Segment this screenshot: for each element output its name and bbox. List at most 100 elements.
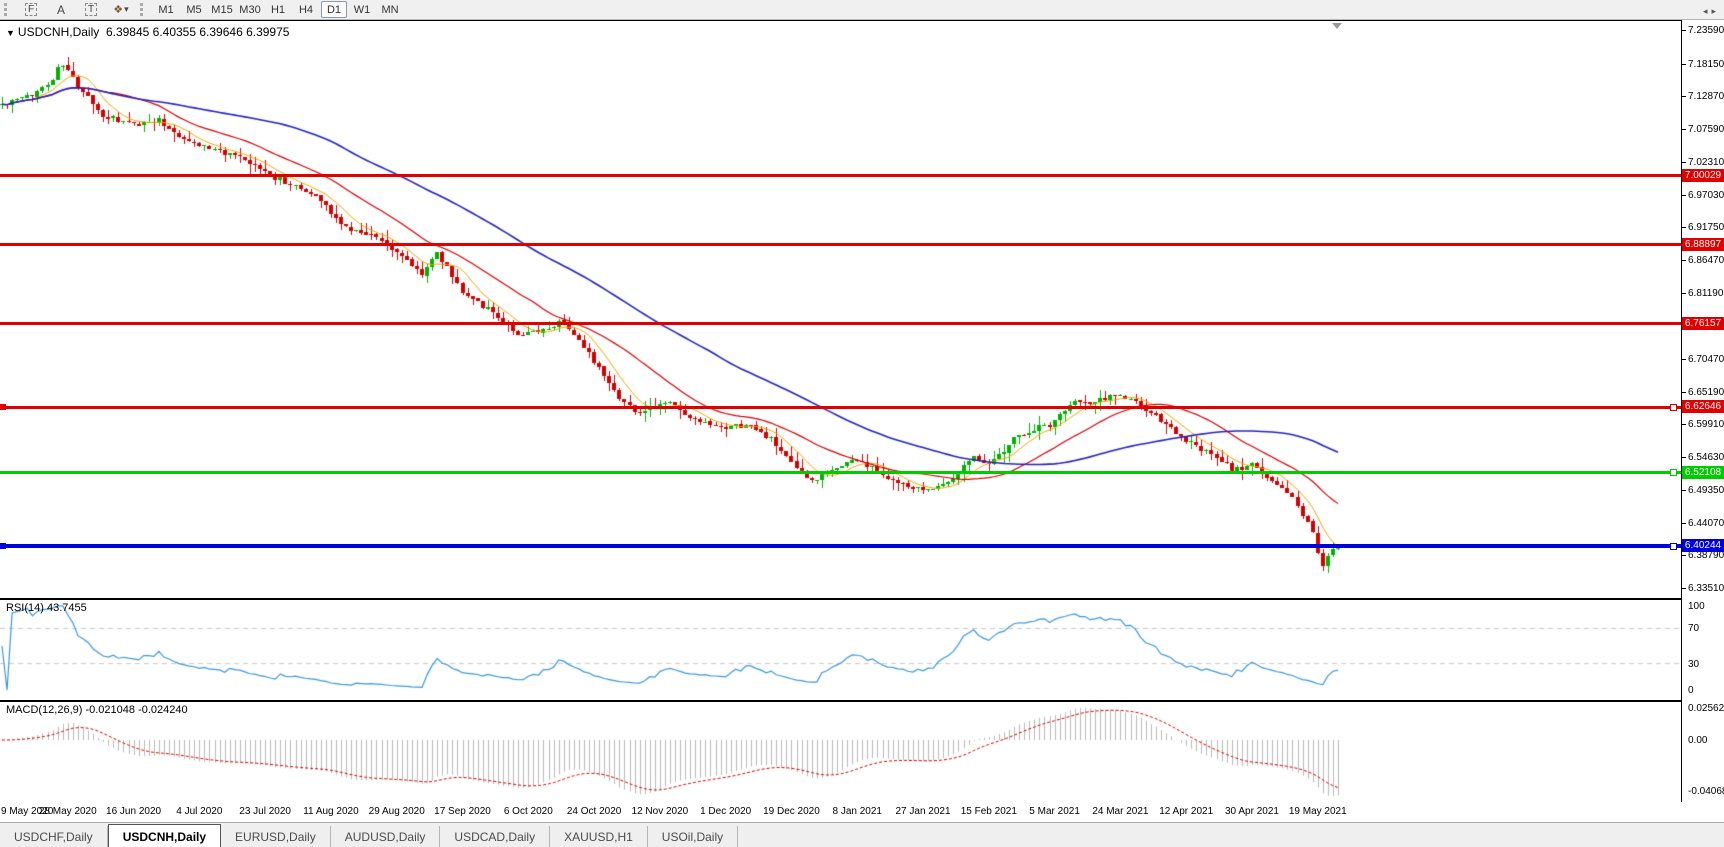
horizontal-level-line[interactable] <box>0 322 1681 326</box>
price-axis-tickmark <box>1682 292 1686 294</box>
tab-scroll-left-icon[interactable]: ◂ <box>1702 6 1712 16</box>
rsi-axis-tick: 70 <box>1688 623 1700 635</box>
timeframe-button-w1[interactable]: W1 <box>353 3 371 16</box>
arrows-tool-button[interactable]: ❖ ▾ <box>108 2 134 17</box>
line-endpoint-marker[interactable] <box>1670 403 1677 411</box>
price-axis-tick: 6.81190 <box>1688 287 1724 299</box>
price-axis-tickmark <box>1682 30 1686 31</box>
price-axis-tick: 6.97030 <box>1688 189 1724 201</box>
timeframe-button-m30[interactable]: M30 <box>239 3 261 16</box>
date-axis-label: 8 Jan 2021 <box>832 806 882 817</box>
tab-scroll-arrows: ◂▸ <box>1703 6 1720 17</box>
date-axis-label: 24 Oct 2020 <box>566 806 622 817</box>
rsi-canvas[interactable] <box>0 600 1680 698</box>
price-axis-tick: 6.49350 <box>1688 484 1724 496</box>
horizontal-level-line[interactable] <box>0 174 1681 178</box>
chart-title-ohlc: 6.39845 6.40355 6.39646 6.39975 <box>105 25 290 39</box>
price-axis-tickmark <box>1682 424 1686 426</box>
date-axis-label: 6 Oct 2020 <box>503 806 553 817</box>
date-axis-label: 12 Nov 2020 <box>631 806 689 817</box>
date-axis[interactable]: 9 May 2020 28 May 2020 16 Jun 2020 4 Jul 20… <box>0 802 1724 822</box>
horizontal-level-line[interactable] <box>0 405 1681 409</box>
horizontal-level-line[interactable] <box>0 544 1681 549</box>
fibonacci-tool-button[interactable]: F <box>18 2 44 17</box>
symbol-dropdown-icon[interactable]: ▼ <box>6 28 15 38</box>
price-axis-tick: 6.91750 <box>1688 222 1724 234</box>
price-level-badge: 6.88897 <box>1682 237 1724 251</box>
toolbar-grip[interactable] <box>4 3 12 16</box>
price-axis-tickmark <box>1682 359 1686 361</box>
price-axis-tick: 6.70470 <box>1688 354 1724 366</box>
price-level-badge: 6.62646 <box>1682 400 1724 414</box>
price-axis-tickmark <box>1682 457 1686 459</box>
chart-tab-usdcnh[interactable]: USDCNH,Daily <box>107 824 222 847</box>
scroll-to-end-marker[interactable] <box>1332 23 1342 29</box>
timeframe-button-m15[interactable]: M15 <box>211 3 233 16</box>
timeframe-button-h1[interactable]: H1 <box>270 3 286 16</box>
text-label-tool-button[interactable]: A <box>48 2 74 17</box>
line-endpoint-marker[interactable] <box>1670 469 1677 477</box>
horizontal-level-line[interactable] <box>0 243 1681 247</box>
toolbar: F A T ❖ ▾ M1 M5 M15 M30 H1 H4 D1 W1 MN <box>0 0 1724 20</box>
price-axis-tickmark <box>1682 259 1686 261</box>
chart-tab-xauusd[interactable]: XAUUSD,H1 <box>550 826 648 847</box>
date-axis-label: 30 Apr 2021 <box>1225 806 1279 817</box>
price-level-badge: 6.76157 <box>1682 316 1724 330</box>
text-label-tool-icon: A <box>56 2 65 17</box>
text-tool-button[interactable]: T <box>78 2 104 17</box>
line-endpoint-marker[interactable] <box>1670 542 1677 550</box>
timeframe-button-m5[interactable]: M5 <box>186 3 202 16</box>
date-axis-label: 11 Aug 2020 <box>303 806 359 817</box>
chart-tab-bar: USDCHF,Daily USDCNH,Daily EURUSD,Daily AUDU… <box>0 822 1724 847</box>
text-tool-icon: T <box>84 3 98 16</box>
line-endpoint-marker[interactable] <box>0 404 6 411</box>
toolbar-grip[interactable] <box>140 3 148 16</box>
date-axis-label: 19 Dec 2020 <box>763 806 820 817</box>
timeframe-button-h4[interactable]: H4 <box>298 3 314 16</box>
price-axis-tick: 6.65190 <box>1688 386 1724 398</box>
price-axis-tick: 6.86470 <box>1688 254 1724 266</box>
price-axis-tick: 7.23590 <box>1688 25 1724 36</box>
price-axis-tickmark <box>1682 96 1686 98</box>
price-axis-tick: 7.07590 <box>1688 124 1724 136</box>
horizontal-level-line[interactable] <box>0 471 1681 475</box>
price-axis-tick: 6.54630 <box>1688 452 1724 464</box>
chart-tab-usdchf[interactable]: USDCHF,Daily <box>0 826 108 847</box>
line-endpoint-marker[interactable] <box>0 543 6 550</box>
price-level-badge: 6.40244 <box>1682 539 1724 553</box>
date-axis-label: 17 Sep 2020 <box>434 806 491 817</box>
chart-tab-usdcad[interactable]: USDCAD,Daily <box>440 826 551 847</box>
date-axis-label: 1 Dec 2020 <box>700 806 752 817</box>
price-chart-panel[interactable] <box>0 20 1682 599</box>
arrows-dropdown-caret-icon: ▾ <box>124 4 129 14</box>
chart-tab-audusd[interactable]: AUDUSD,Daily <box>331 826 441 847</box>
price-axis-tickmark <box>1682 194 1686 196</box>
macd-canvas[interactable] <box>0 702 1680 800</box>
date-axis-label: 29 Aug 2020 <box>368 806 425 817</box>
price-axis-tick: 6.38790 <box>1688 550 1724 562</box>
price-axis-tick: 7.18150 <box>1688 58 1724 70</box>
tab-scroll-right-icon[interactable]: ▸ <box>1711 6 1720 16</box>
macd-label: MACD(12,26,9) -0.021048 -0.024240 <box>6 704 188 716</box>
timeframe-button-mn[interactable]: MN <box>381 3 399 16</box>
price-axis-tickmark <box>1682 555 1686 557</box>
chart-tab-usoil[interactable]: USOil,Daily <box>648 826 739 847</box>
chart-tab-eurusd[interactable]: EURUSD,Daily <box>221 826 331 847</box>
timeframe-button-d1[interactable]: D1 <box>321 1 347 18</box>
macd-indicator-panel[interactable] <box>0 701 1682 803</box>
rsi-axis-tick: 0 <box>1688 685 1694 696</box>
macd-axis-tick: 0.025623 <box>1688 702 1724 714</box>
date-axis-label: 24 Mar 2021 <box>1092 806 1149 817</box>
price-axis-tick: 7.12870 <box>1688 91 1724 103</box>
rsi-label: RSI(14) 43.7455 <box>6 602 87 614</box>
date-axis-label: 27 Jan 2021 <box>895 806 951 817</box>
price-level-badge: 7.00029 <box>1682 168 1724 182</box>
timeframe-button-m1[interactable]: M1 <box>158 3 174 16</box>
date-axis-label: 4 Jul 2020 <box>176 806 223 817</box>
macd-axis-tick: -0.040687 <box>1688 785 1724 797</box>
date-axis-label: 28 May 2020 <box>38 806 97 817</box>
rsi-indicator-panel[interactable] <box>0 599 1682 701</box>
price-axis-tick: 7.02310 <box>1688 156 1724 168</box>
price-chart-canvas[interactable] <box>0 21 1680 596</box>
